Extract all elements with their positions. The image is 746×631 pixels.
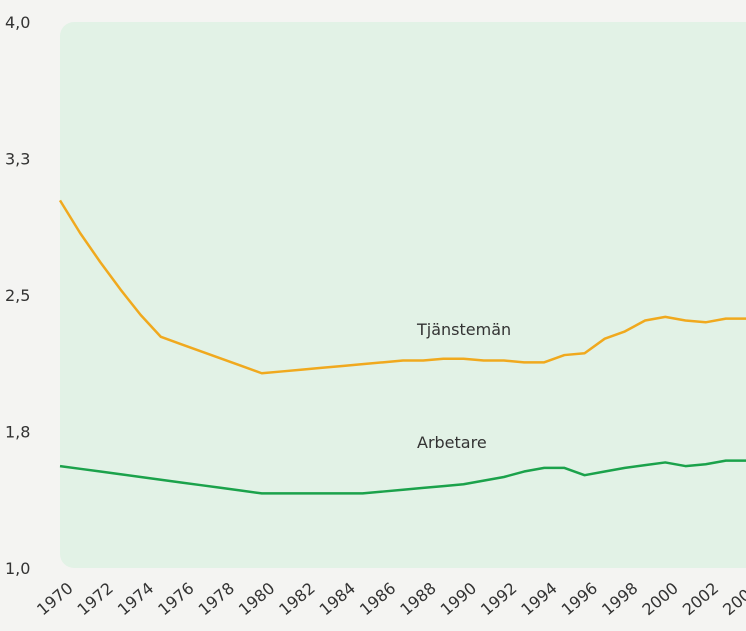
x-tick-label: 1970 <box>33 579 76 620</box>
x-tick-label: 1980 <box>235 579 278 620</box>
y-tick-label: 2,5 <box>5 286 30 305</box>
x-tick-label: 1986 <box>356 579 399 620</box>
series-line <box>59 459 746 495</box>
x-tick-label: 1990 <box>437 579 480 620</box>
x-tick-label: 1994 <box>517 579 560 620</box>
y-tick-label: 1,0 <box>5 559 30 578</box>
x-tick-label: 1984 <box>316 579 359 620</box>
y-tick-label: 3,3 <box>5 150 30 169</box>
x-tick-label: 1992 <box>477 579 520 620</box>
x-tick-label: 2004 <box>719 579 746 620</box>
x-tick-label: 1974 <box>114 579 157 620</box>
x-tick-label: 1998 <box>598 579 641 620</box>
x-tick-label: 1988 <box>396 579 439 620</box>
x-tick-label: 2000 <box>638 579 681 620</box>
x-tick-label: 1978 <box>195 579 238 620</box>
y-tick-label: 4,0 <box>5 13 30 32</box>
series-label: Tjänstemän <box>416 320 511 339</box>
x-tick-label: 1982 <box>275 579 318 620</box>
x-tick-label: 2002 <box>679 579 722 620</box>
x-tick-label: 1976 <box>154 579 197 620</box>
x-tick-label: 1996 <box>558 579 601 620</box>
plot-area <box>60 22 746 568</box>
series-line <box>58 199 746 375</box>
series-label: Arbetare <box>417 433 487 452</box>
x-tick-label: 1972 <box>74 579 117 620</box>
y-tick-label: 1,8 <box>5 423 30 442</box>
